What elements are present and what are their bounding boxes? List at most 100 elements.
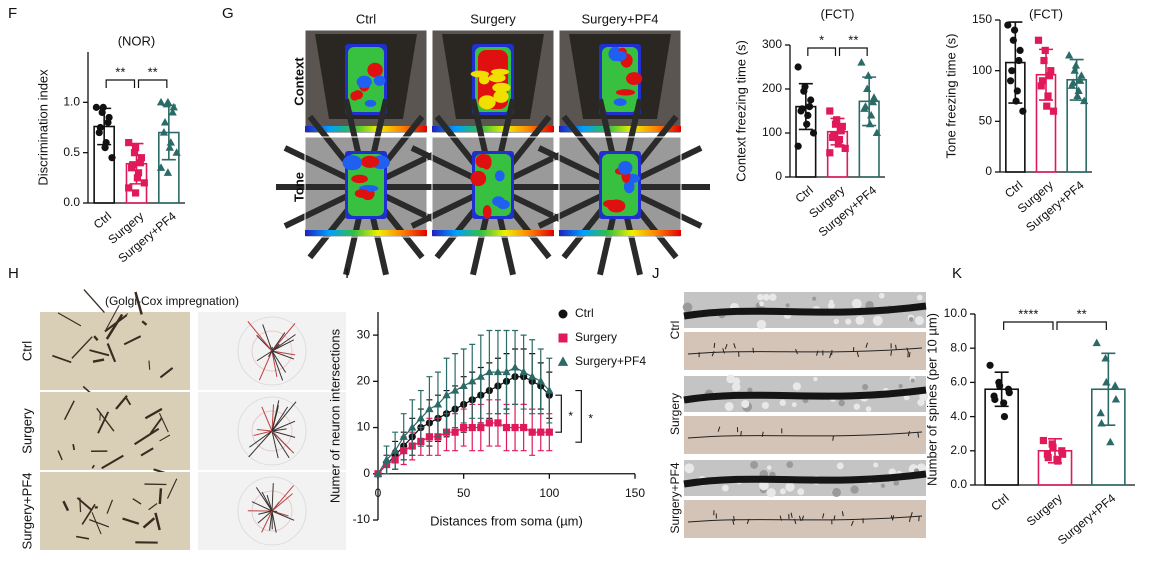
data-point <box>95 128 103 137</box>
data-point <box>104 118 112 127</box>
traced-branch <box>271 350 295 360</box>
x-axis-title: Distances from soma (µm) <box>430 513 583 528</box>
color-scale <box>559 126 681 132</box>
data-point <box>1015 56 1023 65</box>
data-point <box>92 103 100 111</box>
texture <box>865 300 874 310</box>
significance-label: * <box>819 32 824 47</box>
legend-label: Surgery <box>575 330 617 344</box>
traced-branch <box>271 420 296 432</box>
texture <box>850 485 859 494</box>
traced-branch <box>261 406 273 432</box>
spine <box>752 347 755 353</box>
data-point <box>1110 381 1120 389</box>
row-label: Surgery <box>668 393 682 435</box>
spine <box>832 435 834 441</box>
hot-spot <box>478 95 496 110</box>
panel-label: H <box>8 265 19 282</box>
texture <box>684 463 695 474</box>
neurite <box>122 517 140 525</box>
y-tick-label: 4.0 <box>950 409 967 423</box>
data-point <box>834 140 842 148</box>
data-point <box>1010 26 1019 34</box>
hot-spot <box>342 155 363 171</box>
data-point <box>159 128 169 136</box>
data-point <box>1065 50 1074 59</box>
neurite <box>91 464 95 469</box>
neurite <box>81 503 96 525</box>
y-tick-label: 50 <box>979 114 993 128</box>
legend-label: Surgery+PF4 <box>575 354 646 368</box>
data-point <box>156 163 166 171</box>
hot-spot <box>623 179 635 194</box>
hot-spot <box>351 174 368 184</box>
neurite <box>123 335 142 346</box>
legend-label: Ctrl <box>575 306 594 320</box>
traced-branch <box>271 404 275 432</box>
micrograph <box>40 472 190 550</box>
texture <box>682 302 693 313</box>
texture <box>813 376 818 382</box>
data-point <box>450 386 460 394</box>
neurite <box>71 336 93 359</box>
traced-branch <box>271 350 287 373</box>
y-tick-label: 1.0 <box>63 95 80 109</box>
spine <box>801 515 805 521</box>
data-point <box>1071 61 1081 69</box>
data-point <box>545 386 554 394</box>
neurite <box>76 497 92 511</box>
color-scale <box>305 126 427 132</box>
data-point <box>800 87 808 95</box>
row-label: Tone <box>291 172 306 202</box>
heatmap-frame <box>304 29 428 134</box>
x-tick-label: 100 <box>539 486 559 500</box>
significance-bracket <box>807 47 837 56</box>
neurite <box>89 349 110 357</box>
hot-spot <box>360 155 380 168</box>
hot-spot <box>488 73 506 83</box>
texture <box>853 403 861 410</box>
data-point <box>125 139 133 147</box>
hot-spot <box>494 170 505 182</box>
significance-bracket <box>105 79 136 88</box>
panel-label: J <box>652 265 660 282</box>
data-point <box>831 120 840 128</box>
data-point <box>805 103 814 111</box>
x-tick-label: 50 <box>457 486 471 500</box>
neurite <box>62 500 70 512</box>
data-point <box>837 127 845 135</box>
spine-tracing <box>684 332 926 370</box>
data-point <box>494 419 502 427</box>
data-point <box>485 419 493 427</box>
data-point <box>794 63 802 71</box>
texture <box>761 401 769 410</box>
traced-branch <box>253 430 273 436</box>
traced-branch <box>271 334 296 352</box>
data-point <box>468 423 476 432</box>
data-point <box>101 144 109 152</box>
data-point <box>1019 107 1027 115</box>
color-scale <box>432 126 554 132</box>
data-point <box>1012 97 1020 105</box>
data-point <box>172 148 181 156</box>
neurite <box>144 407 163 420</box>
spine <box>761 431 764 437</box>
color-scale <box>432 230 554 236</box>
spine <box>852 347 855 353</box>
data-point <box>804 111 812 119</box>
neurite <box>105 313 124 340</box>
heatmap-frame <box>558 136 682 238</box>
data-point <box>869 93 879 101</box>
significance-bracket <box>1003 321 1054 330</box>
data-point <box>133 174 142 182</box>
spine <box>865 342 868 348</box>
hot-spot <box>493 90 509 103</box>
texture <box>872 315 883 326</box>
neurite <box>154 512 161 531</box>
color-scale <box>559 230 681 236</box>
x-tick-label: 0 <box>375 486 382 500</box>
data-point <box>1106 437 1115 446</box>
traced-branch <box>249 430 273 448</box>
y-tick-label: 0.5 <box>63 145 80 159</box>
data-point <box>493 367 503 376</box>
